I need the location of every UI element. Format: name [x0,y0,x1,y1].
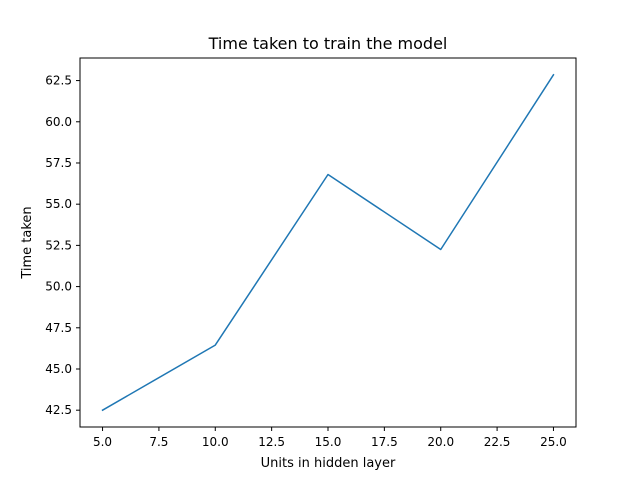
y-tick-label: 42.5 [45,403,72,417]
x-axis-label: Units in hidden layer [261,456,396,471]
x-tick-label: 15.0 [315,435,342,449]
y-tick-label: 57.5 [45,156,72,170]
chart-title: Time taken to train the model [208,34,448,53]
y-tick-label: 60.0 [45,115,72,129]
x-tick-label: 7.5 [149,435,168,449]
x-tick-label: 22.5 [484,435,511,449]
y-tick-label: 45.0 [45,362,72,376]
x-tick-label: 25.0 [540,435,567,449]
series-line [101,73,555,412]
y-tick-label: 55.0 [45,197,72,211]
series-layer [101,73,555,412]
y-axis-label: Time taken [20,206,35,279]
plot-area-background [80,58,576,427]
x-axis-ticks: 5.0 7.5 10.0 12.5 15.0 17.5 20.0 22.5 25.0 [93,427,567,449]
x-tick-label: 5.0 [93,435,112,449]
y-tick-label: 47.5 [45,321,72,335]
y-tick-label: 52.5 [45,238,72,252]
y-tick-label: 62.5 [45,74,72,88]
x-tick-label: 10.0 [202,435,229,449]
x-tick-label: 17.5 [371,435,398,449]
x-tick-label: 20.0 [427,435,454,449]
y-axis-ticks: 42.5 45.0 47.5 50.0 52.5 55.0 57.5 60.0 62.5 [45,74,80,417]
x-tick-label: 12.5 [258,435,285,449]
y-tick-label: 50.0 [45,280,72,294]
plot-area-frame [79,57,577,428]
